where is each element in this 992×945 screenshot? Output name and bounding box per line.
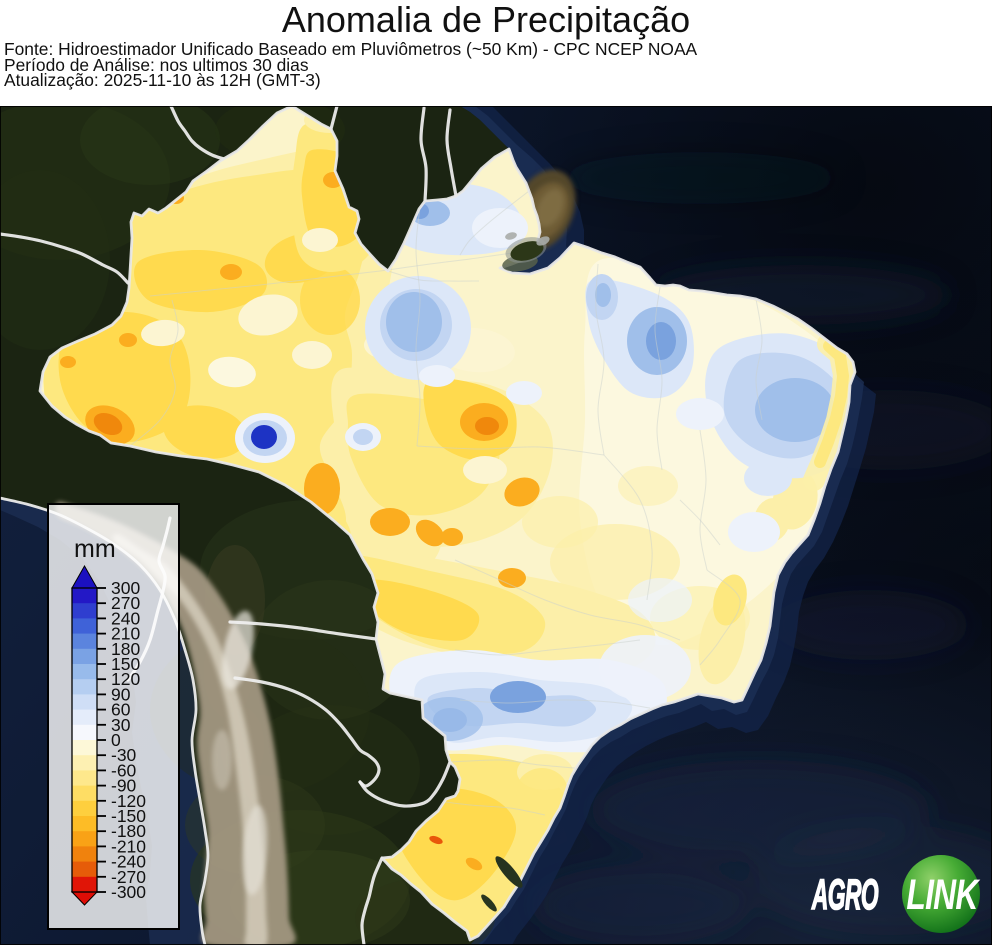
svg-text:LINK: LINK bbox=[906, 871, 980, 919]
svg-text:90: 90 bbox=[111, 684, 131, 704]
svg-text:240: 240 bbox=[111, 608, 140, 628]
svg-text:30: 30 bbox=[111, 715, 131, 735]
svg-text:-180: -180 bbox=[111, 821, 146, 841]
svg-text:210: 210 bbox=[111, 624, 140, 644]
svg-text:Atualização: 2025-11-10 às 12H: Atualização: 2025-11-10 às 12H (GMT-3) bbox=[4, 70, 321, 90]
svg-text:0: 0 bbox=[111, 730, 121, 750]
svg-text:-120: -120 bbox=[111, 791, 146, 811]
svg-text:-300: -300 bbox=[111, 882, 146, 902]
svg-text:150: 150 bbox=[111, 654, 140, 674]
svg-text:-60: -60 bbox=[111, 760, 137, 780]
svg-text:-210: -210 bbox=[111, 836, 146, 856]
svg-text:-270: -270 bbox=[111, 867, 146, 887]
svg-text:-30: -30 bbox=[111, 745, 137, 765]
svg-text:AGRO: AGRO bbox=[811, 872, 879, 919]
svg-text:120: 120 bbox=[111, 669, 140, 689]
svg-text:-240: -240 bbox=[111, 852, 146, 872]
svg-text:-150: -150 bbox=[111, 806, 146, 826]
svg-text:300: 300 bbox=[111, 578, 140, 598]
svg-text:60: 60 bbox=[111, 700, 131, 720]
svg-text:Fonte: Hidroestimador Unificad: Fonte: Hidroestimador Unificado Baseado … bbox=[4, 39, 698, 59]
svg-text:Período de Análise: nos ultimo: Período de Análise: nos ultimos 30 dias bbox=[4, 55, 309, 75]
svg-text:-90: -90 bbox=[111, 776, 137, 796]
svg-text:Anomalia de Precipitação: Anomalia de Precipitação bbox=[282, 0, 690, 40]
svg-text:270: 270 bbox=[111, 593, 140, 613]
svg-text:mm: mm bbox=[74, 535, 116, 563]
svg-text:180: 180 bbox=[111, 639, 140, 659]
